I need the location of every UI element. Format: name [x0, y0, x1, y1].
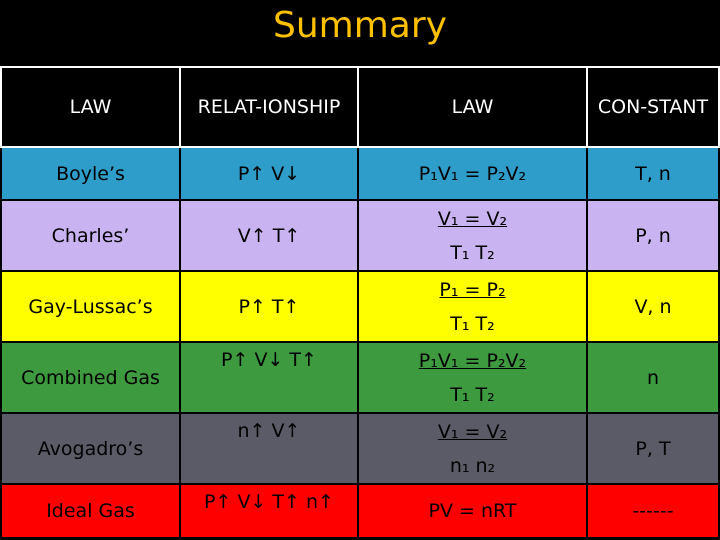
equation-denominator: T₁ T₂ [450, 383, 495, 406]
row-avogadro-equation: V₁ = V₂ n₁ n₂ [359, 414, 588, 485]
equation-numerator: V₁ = V₂ [437, 207, 508, 230]
equation-numerator: P₁V₁ = P₂V₂ [418, 349, 527, 372]
row-charles-relationship: V↑ T↑ [181, 201, 359, 272]
row-gaylussac-equation: P₁ = P₂ T₁ T₂ [359, 272, 588, 343]
row-ideal-constant: ------ [588, 485, 720, 539]
row-charles-constant: P, n [588, 201, 720, 272]
row-gaylussac-constant: V, n [588, 272, 720, 343]
row-boyle-relationship: P↑ V↓ [181, 148, 359, 201]
equation-denominator: T₁ T₂ [450, 241, 495, 264]
row-combined-equation: P₁V₁ = P₂V₂ T₁ T₂ [359, 343, 588, 414]
row-ideal-equation: PV = nRT [359, 485, 588, 539]
header-law-equation: LAW [359, 66, 588, 148]
equation-numerator: V₁ = V₂ [437, 420, 508, 443]
header-constant: CON-STANT [588, 66, 720, 148]
row-boyle-equation: P₁V₁ = P₂V₂ [359, 148, 588, 201]
equation-numerator: P₁ = P₂ [439, 278, 506, 301]
row-ideal-relationship: P↑ V↓ T↑ n↑ [181, 485, 359, 539]
row-charles-law: Charles’ [0, 201, 181, 272]
page-title: Summary [273, 5, 447, 46]
row-avogadro-relationship: n↑ V↑ [181, 414, 359, 485]
row-boyle-constant: T, n [588, 148, 720, 201]
equation-denominator: n₁ n₂ [449, 454, 496, 477]
row-avogadro-law: Avogadro’s [0, 414, 181, 485]
header-relationship: RELAT-IONSHIP [181, 66, 359, 148]
row-gaylussac-law: Gay-Lussac’s [0, 272, 181, 343]
row-charles-equation: V₁ = V₂ T₁ T₂ [359, 201, 588, 272]
row-ideal-law: Ideal Gas [0, 485, 181, 539]
row-avogadro-constant: P, T [588, 414, 720, 485]
row-combined-relationship: P↑ V↓ T↑ [181, 343, 359, 414]
row-gaylussac-relationship: P↑ T↑ [181, 272, 359, 343]
row-boyle-law: Boyle’s [0, 148, 181, 201]
row-combined-constant: n [588, 343, 720, 414]
equation-denominator: T₁ T₂ [450, 312, 495, 335]
summary-table: LAW RELAT-IONSHIP LAW CON-STANT Boyle’s … [0, 66, 720, 539]
header-law: LAW [0, 66, 181, 148]
row-combined-law: Combined Gas [0, 343, 181, 414]
